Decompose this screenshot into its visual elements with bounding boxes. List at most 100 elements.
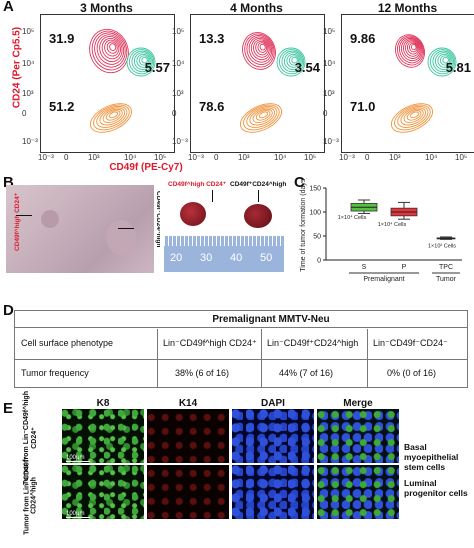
y-tick-label: 10⁵ <box>172 27 185 36</box>
panel-label-e: E <box>3 400 14 417</box>
contour-teal <box>439 55 451 66</box>
tumor-label-1: CD49f^high CD24⁺ <box>168 181 227 188</box>
divider <box>261 360 262 387</box>
y-tick-label: 0 <box>22 109 27 118</box>
pct-double-high: 5.81 <box>445 60 471 75</box>
facs-plot: 13.3 3.54 78.6 <box>190 14 325 153</box>
group-label: Tumor <box>436 276 457 283</box>
facs-ylabel: CD24 (Per Cp5.5) <box>11 26 23 109</box>
tumor-1 <box>180 202 206 226</box>
pct-cd49f-high: 51.2 <box>49 99 75 114</box>
contour-pink <box>395 34 425 68</box>
table-cell: Lin⁻CD49f⁺CD24^high <box>267 338 359 348</box>
x-tick-label: 10⁴ <box>124 153 137 162</box>
x-tick-label: 0 <box>365 153 370 162</box>
x-tick-label: 10³ <box>238 153 250 162</box>
x-tick-label: 10⁵ <box>154 153 167 162</box>
contour-teal <box>442 56 449 64</box>
x-tick-label: S <box>362 264 367 271</box>
contour-pink <box>246 35 274 66</box>
contour-teal <box>136 53 151 68</box>
contour-teal <box>138 55 150 66</box>
x-tick-label: 10⁴ <box>425 153 438 162</box>
contour-pink <box>109 43 117 51</box>
ruler-label: 40 <box>230 252 243 264</box>
contour-orange <box>89 103 133 133</box>
y-axis-label: Time of tumor formation (days) <box>300 178 307 272</box>
contour-pink <box>259 43 266 51</box>
micrograph-k14 <box>147 465 229 519</box>
arrow-line <box>16 215 32 216</box>
x-tick-label: 10⁵ <box>455 153 468 162</box>
contour-orange <box>400 107 427 126</box>
channel-title-k14: K14 <box>178 398 198 409</box>
ruler-ticks <box>164 236 284 246</box>
contour-pink <box>104 39 120 57</box>
contour-teal <box>276 47 306 77</box>
channel-title-k8: K8 <box>96 398 110 409</box>
contour-teal <box>141 56 148 64</box>
tumor-nodule <box>41 210 59 228</box>
y-tick-label: 150 <box>309 186 321 193</box>
contour-orange <box>93 104 130 131</box>
pct-cd49f-high: 78.6 <box>199 99 225 114</box>
contour-orange <box>397 106 429 128</box>
contour-teal <box>434 52 453 70</box>
contour-teal <box>288 55 300 66</box>
contour-pink <box>404 40 420 57</box>
row-label: Tumor frequency <box>21 368 89 378</box>
contour-teal <box>430 49 456 75</box>
contour-pink <box>410 44 417 51</box>
table-title: Premalignant MMTV-Neu <box>15 311 467 328</box>
table-cell: 44% (7 of 16) <box>279 368 334 378</box>
contour-teal <box>432 50 454 73</box>
contour-orange <box>394 104 431 131</box>
facs-title: 12 Months <box>377 1 438 15</box>
panel-label-d: D <box>3 302 14 319</box>
x-tick-label: 10⁵ <box>304 153 317 162</box>
contour-orange <box>390 103 434 133</box>
panel-label-a: A <box>3 0 14 15</box>
y-tick-label: 0 <box>317 258 321 265</box>
ruler-label: 20 <box>170 252 183 264</box>
contour-pink <box>397 35 424 66</box>
table-row: Cell surface phenotype Lin⁻CD49f^high CD… <box>15 329 467 360</box>
y-tick-label: 0 <box>323 109 328 118</box>
annotation: 1×10² Cells <box>428 243 456 249</box>
x-tick-label: TPC <box>439 264 453 271</box>
y-tick-label: 10⁵ <box>323 27 336 36</box>
divider <box>367 360 368 387</box>
micrograph-dapi <box>232 409 314 463</box>
contour-pink <box>101 37 121 60</box>
y-tick-label: 10⁻³ <box>172 137 188 146</box>
contour-pink <box>244 33 275 68</box>
divider <box>367 329 368 359</box>
contour-pink <box>242 32 276 70</box>
facs-xlabel: CD49f (PE-Cy7) <box>109 162 183 173</box>
facs-plot: 31.9 5.57 51.2 <box>40 14 175 153</box>
contour-orange <box>406 110 422 121</box>
panel-label-c: C <box>294 174 305 191</box>
table-cell: Lin⁻CD49f⁻CD24⁻ <box>373 338 448 348</box>
x-tick-label: 10³ <box>88 153 100 162</box>
facs-title: 4 Months <box>230 1 283 15</box>
mouse-label-left: CD49f^high CD24⁺ <box>14 192 21 251</box>
contour-teal <box>291 56 298 64</box>
y-tick-label: 10⁴ <box>22 59 35 68</box>
y-tick-label: 10⁴ <box>172 59 185 68</box>
y-tick-label: 100 <box>309 210 321 217</box>
contour-pink <box>91 30 128 71</box>
contour-orange <box>403 108 424 124</box>
micrograph-k8: 100μm <box>62 409 144 463</box>
micrograph-dapi <box>232 465 314 519</box>
contour-pink <box>248 36 273 63</box>
contour-teal <box>279 49 305 75</box>
pct-cd49f-high: 71.0 <box>350 99 376 114</box>
y-tick-label: 10³ <box>172 89 184 98</box>
x-tick-label: P <box>402 264 407 271</box>
contour-pink <box>257 42 268 53</box>
facs-title: 3 Months <box>80 1 133 15</box>
panel-label-b: B <box>3 174 14 191</box>
contour-pink <box>89 28 129 74</box>
